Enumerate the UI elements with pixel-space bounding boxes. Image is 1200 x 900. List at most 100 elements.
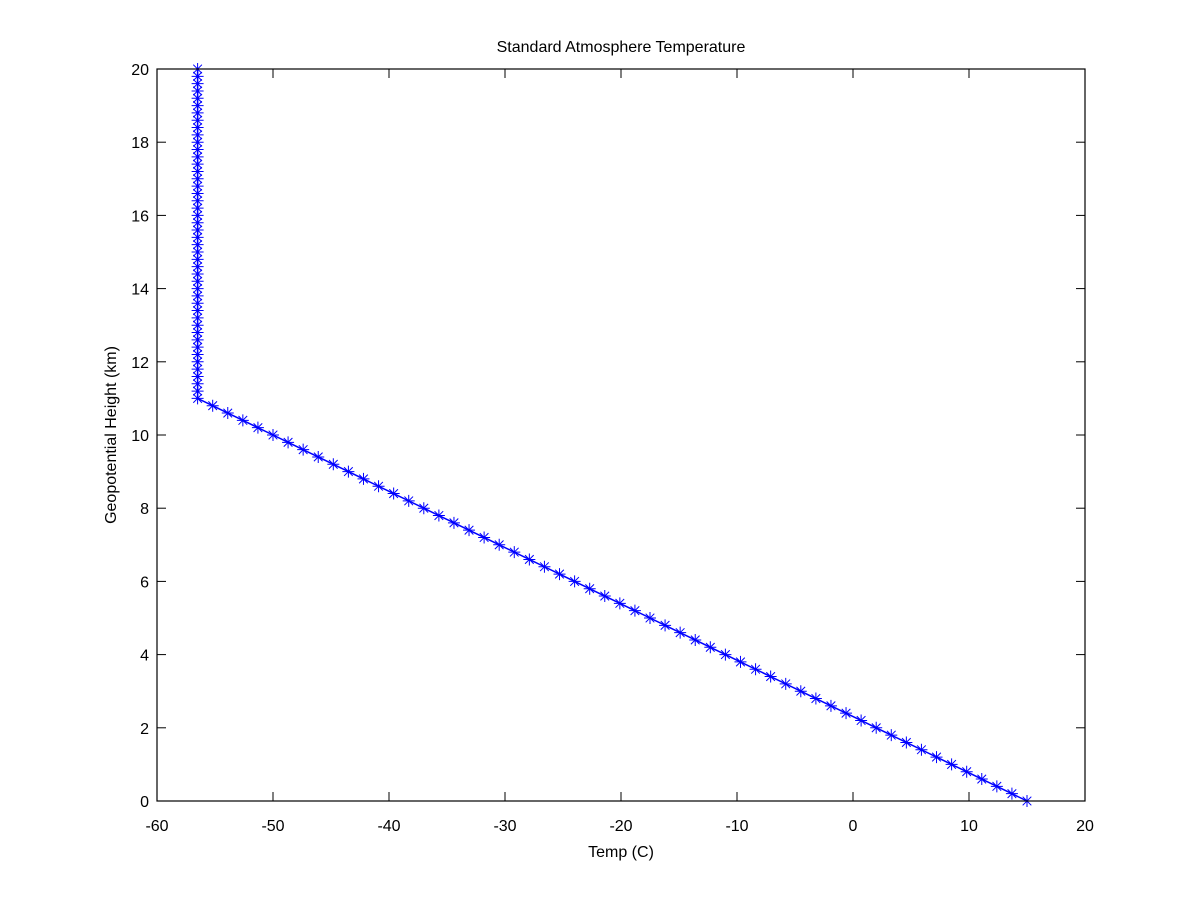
star-marker bbox=[297, 443, 310, 456]
x-tick-label: 0 bbox=[849, 818, 858, 835]
star-marker bbox=[206, 399, 219, 412]
x-tick-label: 10 bbox=[960, 818, 978, 835]
y-tick-label: 14 bbox=[131, 282, 149, 299]
star-marker bbox=[191, 231, 204, 244]
y-axis-label: Geopotential Height (km) bbox=[103, 346, 120, 524]
star-marker bbox=[191, 311, 204, 324]
star-marker bbox=[191, 253, 204, 266]
star-marker bbox=[191, 363, 204, 376]
star-marker bbox=[251, 421, 264, 434]
star-marker bbox=[191, 304, 204, 317]
star-marker bbox=[523, 553, 536, 566]
star-marker bbox=[613, 597, 626, 610]
star-marker bbox=[191, 377, 204, 390]
star-marker bbox=[191, 282, 204, 295]
star-marker bbox=[191, 355, 204, 368]
star-marker bbox=[191, 275, 204, 288]
star-marker bbox=[568, 575, 581, 588]
star-marker bbox=[417, 502, 430, 515]
star-marker bbox=[342, 465, 355, 478]
star-marker bbox=[191, 238, 204, 251]
star-marker bbox=[734, 655, 747, 668]
star-marker bbox=[191, 172, 204, 185]
x-tick-label: -60 bbox=[145, 818, 168, 835]
star-marker bbox=[282, 436, 295, 449]
star-marker bbox=[191, 128, 204, 141]
star-marker bbox=[372, 480, 385, 493]
star-marker bbox=[704, 641, 717, 654]
star-marker bbox=[357, 472, 370, 485]
star-marker bbox=[191, 194, 204, 207]
star-marker bbox=[191, 267, 204, 280]
x-tick-label: -10 bbox=[725, 818, 748, 835]
star-marker bbox=[191, 165, 204, 178]
star-marker bbox=[824, 699, 837, 712]
y-axis-ticks: 0 2 4 6 8 10 12 14 16 18 20 bbox=[131, 62, 1085, 811]
star-marker bbox=[900, 736, 913, 749]
star-marker bbox=[191, 326, 204, 339]
star-marker bbox=[659, 619, 672, 632]
star-marker bbox=[463, 524, 476, 537]
star-marker bbox=[191, 289, 204, 302]
star-marker bbox=[191, 136, 204, 149]
y-tick-label: 12 bbox=[131, 355, 149, 372]
star-marker bbox=[191, 392, 204, 405]
star-marker bbox=[553, 568, 566, 581]
star-marker bbox=[870, 721, 883, 734]
y-tick-label: 20 bbox=[131, 62, 149, 79]
star-marker bbox=[493, 538, 506, 551]
star-marker bbox=[779, 677, 792, 690]
star-marker bbox=[191, 202, 204, 215]
star-marker bbox=[644, 612, 656, 624]
chart-title: Standard Atmosphere Temperature bbox=[497, 39, 746, 56]
star-marker bbox=[478, 531, 491, 544]
star-marker bbox=[191, 297, 204, 310]
star-marker bbox=[583, 582, 596, 595]
star-marker bbox=[191, 224, 204, 237]
star-marker bbox=[674, 626, 687, 639]
star-marker bbox=[508, 546, 521, 559]
star-marker bbox=[975, 773, 988, 786]
star-marker bbox=[191, 121, 204, 134]
star-marker bbox=[236, 414, 249, 427]
star-marker bbox=[930, 751, 943, 764]
axes-frame bbox=[156, 68, 1086, 802]
star-marker bbox=[191, 114, 204, 127]
x-tick-label: -50 bbox=[261, 818, 284, 835]
y-tick-label: 4 bbox=[140, 648, 149, 665]
star-marker bbox=[598, 590, 611, 603]
star-marker bbox=[191, 150, 204, 163]
star-marker bbox=[191, 370, 204, 383]
x-axis-label: Temp (C) bbox=[588, 844, 654, 861]
y-tick-label: 16 bbox=[131, 208, 149, 225]
y-tick-label: 0 bbox=[140, 794, 149, 811]
star-marker bbox=[764, 670, 777, 683]
y-tick-label: 18 bbox=[131, 135, 149, 152]
y-tick-label: 6 bbox=[140, 574, 149, 591]
star-marker bbox=[191, 77, 204, 90]
star-marker bbox=[191, 187, 204, 200]
y-tick-label: 2 bbox=[140, 721, 149, 738]
star-marker bbox=[191, 209, 204, 222]
star-marker bbox=[447, 516, 460, 529]
y-tick-label: 10 bbox=[131, 428, 149, 445]
x-tick-label: -30 bbox=[493, 818, 516, 835]
star-marker bbox=[191, 106, 204, 119]
star-marker bbox=[191, 99, 204, 112]
star-marker bbox=[960, 765, 973, 778]
star-marker bbox=[432, 509, 445, 522]
star-marker bbox=[990, 780, 1003, 793]
star-marker bbox=[191, 348, 204, 361]
star-marker bbox=[387, 487, 400, 500]
star-marker bbox=[191, 333, 204, 346]
x-tick-label: -40 bbox=[377, 818, 400, 835]
data-series bbox=[191, 63, 1033, 807]
star-marker bbox=[191, 180, 204, 193]
star-marker bbox=[794, 685, 807, 698]
x-tick-label: 20 bbox=[1076, 818, 1094, 835]
star-marker bbox=[191, 158, 204, 171]
star-marker bbox=[538, 560, 551, 573]
x-axis-ticks: -60 -50 -40 -30 -20 -10 0 10 20 bbox=[145, 69, 1094, 835]
star-marker bbox=[191, 143, 204, 156]
